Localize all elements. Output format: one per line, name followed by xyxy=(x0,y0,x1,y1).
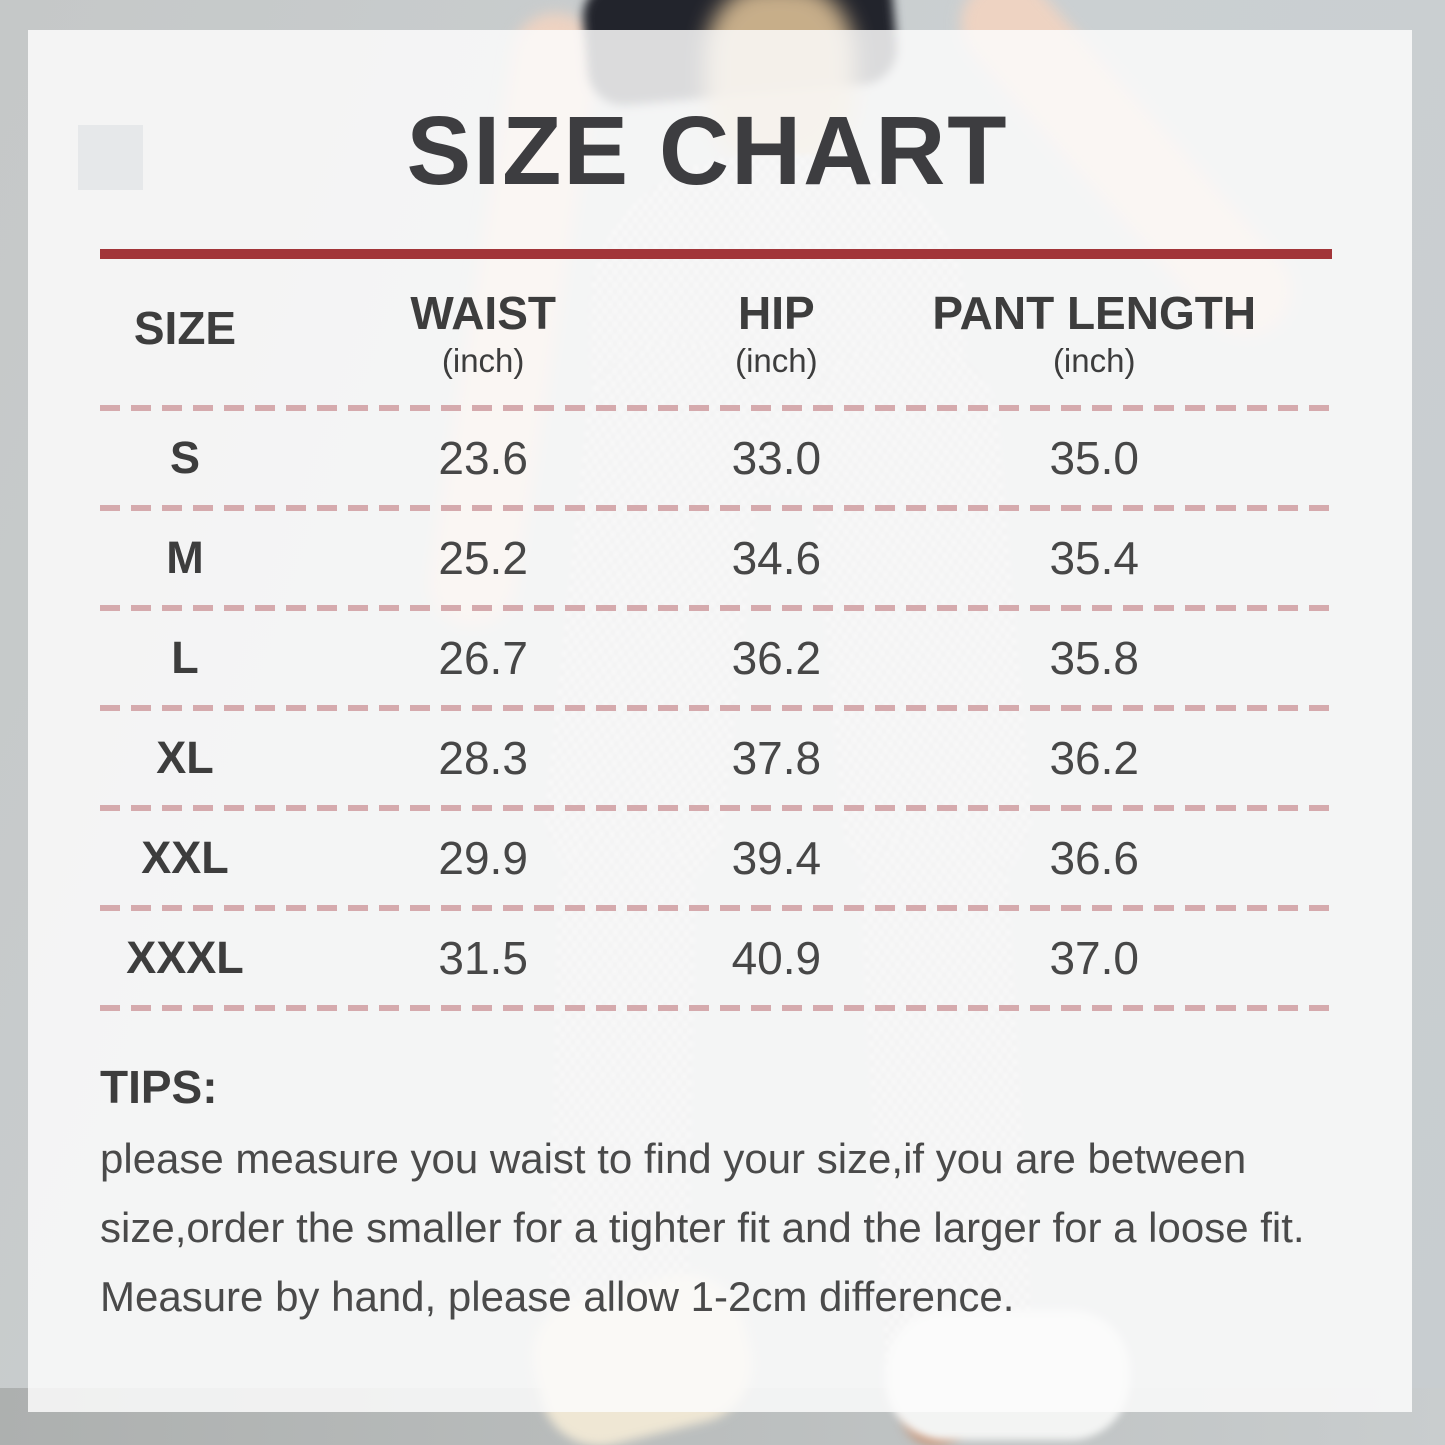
row-divider xyxy=(100,905,1332,911)
pant-length-cell: 36.2 xyxy=(1049,732,1139,784)
column-label: PANT LENGTH xyxy=(932,287,1257,340)
row-divider xyxy=(100,705,1332,711)
row-divider xyxy=(100,405,1332,411)
hip-cell: 36.2 xyxy=(731,632,822,684)
waist-cell: 26.7 xyxy=(438,632,528,684)
column-header-size: SIZE xyxy=(100,303,270,364)
size-cell: XXXL xyxy=(126,932,244,983)
tips-line: please measure you waist to find your si… xyxy=(100,1135,1247,1182)
column-unit: (inch) xyxy=(441,341,525,379)
column-label: SIZE xyxy=(133,302,237,355)
tips-text: please measure you waist to find your si… xyxy=(100,1124,1305,1331)
waist-cell: 28.3 xyxy=(438,732,528,784)
hip-cell: 39.4 xyxy=(731,832,822,884)
waist-cell: 25.2 xyxy=(438,532,528,584)
pant-length-cell: 35.0 xyxy=(1049,432,1139,484)
pant-length-cell: 36.6 xyxy=(1049,832,1139,884)
tips-heading: TIPS: xyxy=(100,1061,218,1113)
waist-cell: 31.5 xyxy=(438,932,528,984)
waist-cell: 23.6 xyxy=(438,432,528,484)
row-divider xyxy=(100,605,1332,611)
table-row: XXL 29.9 39.4 36.6 xyxy=(100,811,1332,905)
pant-length-cell: 35.8 xyxy=(1049,632,1139,684)
pant-length-cell: 37.0 xyxy=(1049,932,1139,984)
size-cell: S xyxy=(170,432,201,483)
table-row: M 25.2 34.6 35.4 xyxy=(100,511,1332,605)
size-cell: M xyxy=(166,532,204,583)
table-row: XL 28.3 37.8 36.2 xyxy=(100,711,1332,805)
size-cell: XL xyxy=(156,732,214,783)
decorative-gray-square xyxy=(78,125,143,190)
white-overlay-panel xyxy=(28,30,1412,1412)
row-divider xyxy=(100,505,1332,511)
column-unit: (inch) xyxy=(735,341,818,379)
table-row: XXXL 31.5 40.9 37.0 xyxy=(100,911,1332,1005)
column-label: WAIST xyxy=(410,287,556,340)
hip-cell: 40.9 xyxy=(731,932,822,984)
row-divider xyxy=(100,805,1332,811)
table-row: S 23.6 33.0 35.0 xyxy=(100,411,1332,505)
hip-cell: 33.0 xyxy=(731,432,822,484)
page-title: SIZE CHART xyxy=(406,96,1009,205)
column-header-waist: WAIST (inch) xyxy=(270,288,696,379)
table-row: L 26.7 36.2 35.8 xyxy=(100,611,1332,705)
row-divider xyxy=(100,1005,1332,1011)
column-label: HIP xyxy=(738,287,815,340)
column-header-hip: HIP (inch) xyxy=(696,288,856,379)
pant-length-cell: 35.4 xyxy=(1049,532,1139,584)
hip-cell: 34.6 xyxy=(731,532,822,584)
table-header-row: SIZE WAIST (inch) HIP (inch) PANT LENGTH… xyxy=(100,262,1332,405)
size-cell: XXL xyxy=(141,832,229,883)
size-cell: L xyxy=(171,632,199,683)
tips-line: size,order the smaller for a tighter fit… xyxy=(100,1204,1305,1251)
size-table: SIZE WAIST (inch) HIP (inch) PANT LENGTH… xyxy=(100,262,1332,1011)
hip-cell: 37.8 xyxy=(731,732,822,784)
tips-line: Measure by hand, please allow 1-2cm diff… xyxy=(100,1273,1015,1320)
column-unit: (inch) xyxy=(1052,341,1136,379)
title-rule xyxy=(100,249,1332,259)
waist-cell: 29.9 xyxy=(438,832,528,884)
column-header-pant-length: PANT LENGTH (inch) xyxy=(856,288,1332,379)
